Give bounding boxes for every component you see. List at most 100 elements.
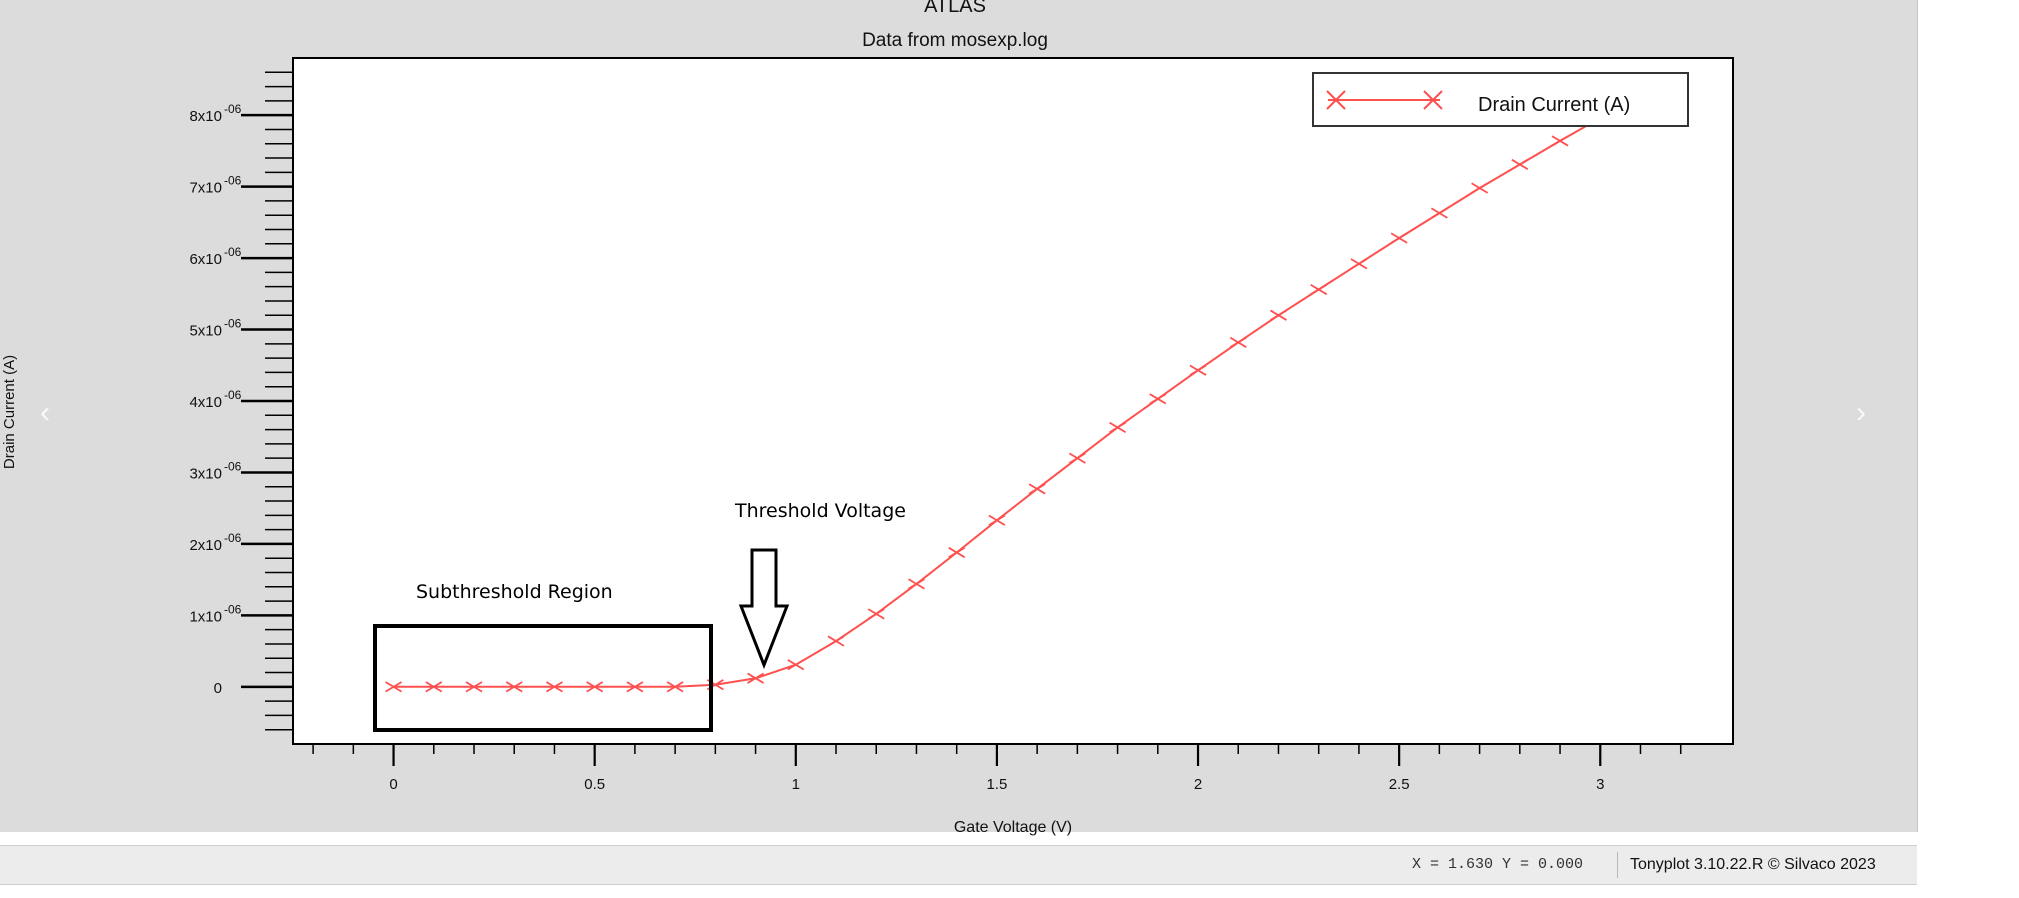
marker-stroke: [908, 578, 925, 590]
x-tick-label: 0.5: [584, 776, 605, 793]
chevron-left-icon[interactable]: ‹: [40, 396, 50, 429]
marker-stroke: [1270, 309, 1287, 321]
marker-stroke: [1229, 336, 1247, 348]
version-label: Tonyplot 3.10.22.R © Silvaco 2023: [1630, 856, 1876, 873]
data-point-marker: [1149, 393, 1167, 405]
y-tick-label: 8x10: [189, 108, 222, 125]
marker-stroke: [1430, 207, 1448, 219]
marker-stroke: [1390, 232, 1408, 244]
x-tick-label: 2.5: [1389, 776, 1410, 793]
marker-stroke: [867, 608, 885, 620]
y-tick-exponent: -06: [224, 459, 242, 473]
y-tick-label: 5x10: [189, 323, 222, 340]
marker-stroke: [505, 681, 523, 693]
data-point-marker: [1511, 158, 1529, 171]
data-point-marker: [505, 681, 523, 693]
annotations: Threshold Voltage Subthreshold Region: [373, 500, 906, 732]
down-arrow-icon: [738, 548, 790, 670]
data-point-marker: [666, 681, 684, 693]
y-tick-exponent: -06: [224, 531, 242, 545]
data-point-marker: [1350, 258, 1368, 270]
marker-stroke: [626, 681, 644, 693]
y-tick-exponent: -06: [224, 388, 242, 402]
marker-stroke: [545, 681, 563, 693]
data-point-marker: [1068, 452, 1086, 464]
subthreshold-region-box: [373, 624, 713, 732]
x-axis-label: Gate Voltage (V): [954, 819, 1072, 836]
threshold-voltage-label: Threshold Voltage: [734, 500, 906, 522]
y-tick-label: 3x10: [189, 465, 222, 482]
marker-stroke: [988, 514, 1006, 526]
y-axis-label: Drain Current (A): [1, 355, 18, 469]
marker-stroke: [1149, 393, 1167, 405]
y-tick-label: 2x10: [189, 537, 222, 554]
marker-stroke: [1471, 182, 1489, 194]
data-point-marker: [425, 681, 443, 693]
marker-stroke: [385, 681, 403, 693]
marker-stroke: [747, 672, 765, 684]
data-point-marker: [545, 681, 563, 693]
data-point-marker: [948, 546, 966, 559]
data-point-marker: [1229, 336, 1247, 348]
marker-stroke: [1028, 483, 1046, 495]
data-point-marker: [1189, 364, 1207, 376]
marker-stroke: [425, 681, 443, 693]
marker-stroke: [1109, 421, 1127, 434]
subthreshold-region-label: Subthreshold Region: [416, 581, 613, 603]
y-tick-label: 7x10: [189, 180, 222, 197]
data-point-marker: [787, 659, 805, 671]
marker-stroke: [1310, 283, 1328, 296]
marker-stroke: [1350, 258, 1368, 270]
marker-stroke: [1189, 364, 1207, 376]
data-point-marker: [1551, 135, 1569, 147]
marker-stroke: [666, 681, 684, 693]
marker-stroke: [787, 659, 805, 671]
marker-stroke: [948, 546, 966, 559]
y-tick-label: 6x10: [189, 251, 222, 268]
y-tick-label: 0: [214, 680, 222, 697]
y-tick-exponent: -06: [224, 174, 242, 188]
chart-title: ATLAS: [924, 0, 986, 17]
legend-label: Drain Current (A): [1478, 94, 1630, 116]
marker-stroke: [1551, 135, 1569, 147]
data-point-marker: [908, 578, 925, 590]
marker-stroke: [465, 681, 483, 693]
data-point-marker: [626, 681, 644, 693]
x-tick-label: 2: [1194, 776, 1202, 793]
y-tick-exponent: -06: [224, 602, 242, 616]
marker-stroke: [586, 681, 604, 693]
legend-marker-right: [1423, 90, 1443, 110]
data-point-marker: [1028, 483, 1046, 495]
data-point-marker: [385, 681, 403, 693]
x-tick-label: 1.5: [986, 776, 1007, 793]
data-point-marker: [1270, 309, 1287, 321]
legend-marker-left: [1326, 90, 1346, 110]
status-bar: X = 1.630 Y = 0.000 Tonyplot 3.10.22.R ©…: [0, 845, 1917, 885]
data-point-marker: [465, 681, 483, 693]
x-tick-label: 1: [792, 776, 800, 793]
cursor-coordinates: X = 1.630 Y = 0.000: [1412, 856, 1584, 873]
data-point-marker: [1310, 283, 1328, 296]
data-point-marker: [867, 608, 885, 620]
marker-stroke: [1511, 158, 1529, 171]
data-point-marker: [1471, 182, 1489, 194]
status-divider: [1617, 852, 1618, 878]
marker-stroke: [827, 635, 845, 647]
y-tick-exponent: -06: [224, 245, 242, 259]
marker-stroke: [1068, 452, 1086, 464]
chart-subtitle: Data from mosexp.log: [862, 30, 1048, 51]
legend: Drain Current (A): [1312, 72, 1689, 127]
x-axis: 0 0.5 1 1.5 2 2.5 3: [312, 744, 1682, 793]
data-point-marker: [586, 681, 604, 693]
chevron-right-icon[interactable]: ›: [1856, 396, 1866, 429]
y-tick-exponent: -06: [224, 102, 242, 116]
data-point-marker: [1430, 207, 1448, 219]
y-tick-exponent: -06: [224, 317, 242, 331]
x-tick-label: 3: [1596, 776, 1604, 793]
data-point-marker: [1390, 232, 1408, 244]
x-tick-label: 0: [389, 776, 397, 793]
plot-area: [292, 57, 1734, 745]
data-point-marker: [1109, 421, 1127, 434]
